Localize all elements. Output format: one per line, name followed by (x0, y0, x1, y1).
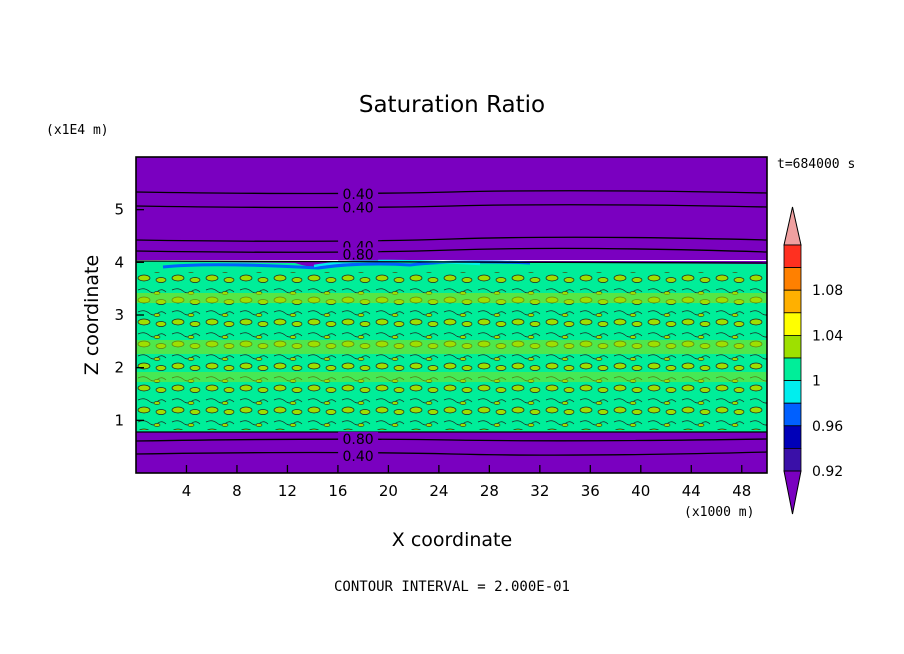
y-unit-label: (x1E4 m) (46, 123, 109, 138)
x-tick-label: 8 (232, 482, 242, 500)
contour-label-background (338, 431, 379, 445)
x-tick-label: 24 (429, 482, 448, 500)
contour-line-4 (135, 247, 768, 253)
x-tick-label: 36 (581, 482, 600, 500)
colorbar-swatch (783, 447, 802, 472)
x-unit-label: (x1000 m) (684, 505, 754, 520)
x-tick-label: 40 (631, 482, 650, 500)
colorbar-swatch (783, 289, 802, 314)
x-tick-label: 16 (328, 482, 347, 500)
contour-labels: 0.400.400.400.800.800.40 (338, 186, 379, 465)
x-axis: 4 8 12 16 20 24 28 32 36 40 44 48 (182, 465, 751, 500)
contour-label-background (338, 186, 379, 200)
x-tick-label: 44 (682, 482, 701, 500)
contour-line-7 (135, 438, 768, 442)
contour-label-background (338, 449, 379, 463)
contour-label-background (338, 200, 379, 214)
contour-label: 0.80 (343, 432, 374, 448)
colorbar-swatch (783, 244, 802, 269)
colorbar-swatch (783, 425, 802, 449)
colorbar-swatch (783, 357, 802, 382)
contour-interval-note: CONTOUR INTERVAL = 2.000E-01 (334, 579, 570, 595)
colorbar-under-arrow (783, 470, 802, 515)
colorbar-label: 0.96 (812, 419, 843, 435)
x-tick-label: 20 (379, 482, 398, 500)
colorbar: 1.08 1.04 1 0.96 0.92 (783, 206, 843, 515)
contour-line-5 (135, 260, 768, 264)
colorbar-swatch (783, 267, 802, 291)
x-tick-label: 12 (278, 482, 297, 500)
colorbar-swatch (783, 380, 802, 404)
x-tick-label: 32 (530, 482, 549, 500)
x-axis-title: X coordinate (392, 529, 512, 551)
x-tick-label: 28 (480, 482, 499, 500)
contour-label: 0.40 (343, 187, 374, 203)
contour-line-3 (135, 236, 768, 242)
colorbar-swatch (783, 334, 802, 359)
time-label: t=684000 s (777, 157, 855, 172)
x-tick-label: 48 (732, 482, 751, 500)
y-tick-label: 4 (114, 253, 124, 271)
contour-line-2 (135, 204, 768, 209)
contour-line-8 (135, 451, 768, 456)
contour-label: 0.80 (343, 247, 374, 263)
dry-region-upper (136, 157, 767, 260)
colorbar-label: 0.92 (812, 464, 843, 480)
colorbar-swatch (783, 402, 802, 427)
colorbar-label: 1.04 (812, 328, 843, 344)
y-tick-label: 2 (114, 359, 124, 377)
colorbar-swatch (783, 312, 802, 336)
chart-title: Saturation Ratio (359, 92, 545, 118)
moist-band-3 (136, 372, 767, 382)
y-tick-label: 5 (114, 201, 124, 219)
moist-band-2 (136, 340, 767, 354)
moist-band-1 (136, 293, 767, 303)
contour-label-background (338, 247, 379, 261)
x-tick-label: 4 (182, 482, 192, 500)
contour-label: 0.40 (343, 201, 374, 217)
colorbar-label: 1 (812, 374, 821, 390)
contour-label: 0.40 (343, 449, 374, 465)
plot-area: 0.400.400.400.800.800.40 (135, 156, 768, 474)
y-axis: 1 2 3 4 5 (114, 201, 144, 429)
y-axis-title: Z coordinate (81, 255, 103, 375)
colorbar-label: 1.08 (812, 283, 843, 299)
y-tick-label: 1 (114, 411, 124, 429)
y-tick-label: 3 (114, 306, 124, 324)
colorbar-over-arrow (783, 206, 802, 246)
contour-line-1 (135, 190, 768, 195)
